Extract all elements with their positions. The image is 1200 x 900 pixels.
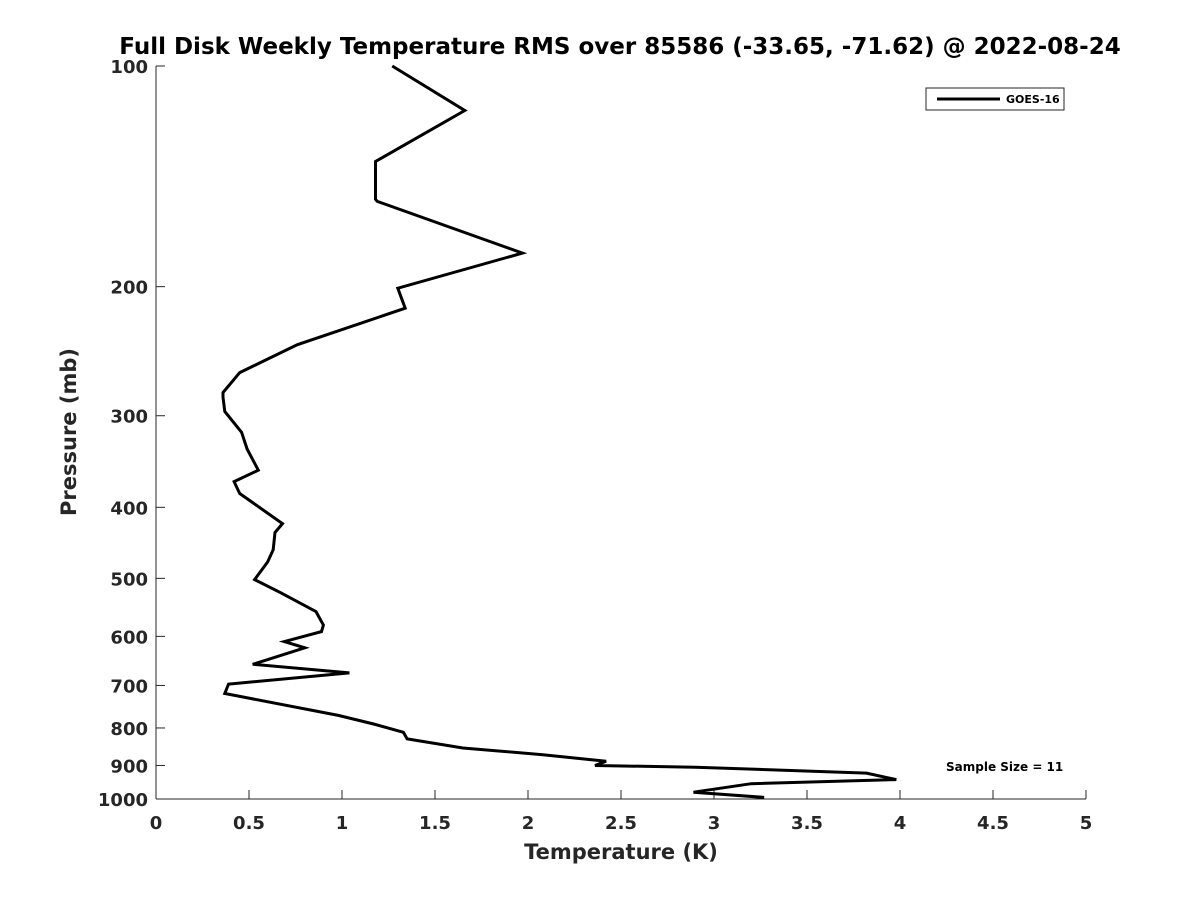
- series-line-goes-16: [221, 64, 897, 799]
- x-tick-label: 4.5: [977, 813, 1009, 834]
- x-tick-label: 1.5: [419, 813, 451, 834]
- legend: GOES-16: [925, 87, 1065, 111]
- x-tick-label: 0: [150, 813, 163, 834]
- series-layer: [221, 64, 897, 799]
- y-axis-ticks: 100 200 300 400 500 600 700 800 900 1000: [98, 57, 165, 811]
- x-tick-label: 0.5: [233, 813, 265, 834]
- y-tick-label: 500: [110, 569, 148, 590]
- x-axis-ticks: 0 0.5 1 1.5 2 2.5 3 3.5 4 4.5 5: [150, 790, 1093, 834]
- x-axis-label: Temperature (K): [524, 840, 718, 864]
- y-tick-label: 700: [110, 676, 148, 697]
- y-axis-label: Pressure (mb): [57, 348, 81, 516]
- y-tick-label: 600: [110, 627, 148, 648]
- x-tick-label: 2.5: [605, 813, 637, 834]
- y-tick-label: 800: [110, 719, 148, 740]
- chart-title: Full Disk Weekly Temperature RMS over 85…: [119, 34, 1121, 60]
- y-tick-label: 900: [110, 756, 148, 777]
- x-tick-label: 4: [894, 813, 907, 834]
- x-tick-label: 5: [1080, 813, 1093, 834]
- y-tick-label: 300: [110, 407, 148, 428]
- y-tick-label: 200: [110, 278, 148, 299]
- sample-size-annotation: Sample Size = 11: [946, 760, 1063, 774]
- x-tick-label: 3.5: [791, 813, 823, 834]
- legend-label-goes-16: GOES-16: [1006, 93, 1060, 106]
- y-tick-label: 100: [110, 57, 148, 78]
- y-tick-label: 1000: [98, 790, 148, 811]
- plot-area: 0 0.5 1 1.5 2 2.5 3 3.5 4 4.5 5 100 200 300 400 500 600…: [98, 57, 1092, 834]
- x-tick-label: 1: [336, 813, 349, 834]
- x-tick-label: 2: [522, 813, 535, 834]
- x-tick-label: 3: [708, 813, 721, 834]
- y-tick-label: 400: [110, 498, 148, 519]
